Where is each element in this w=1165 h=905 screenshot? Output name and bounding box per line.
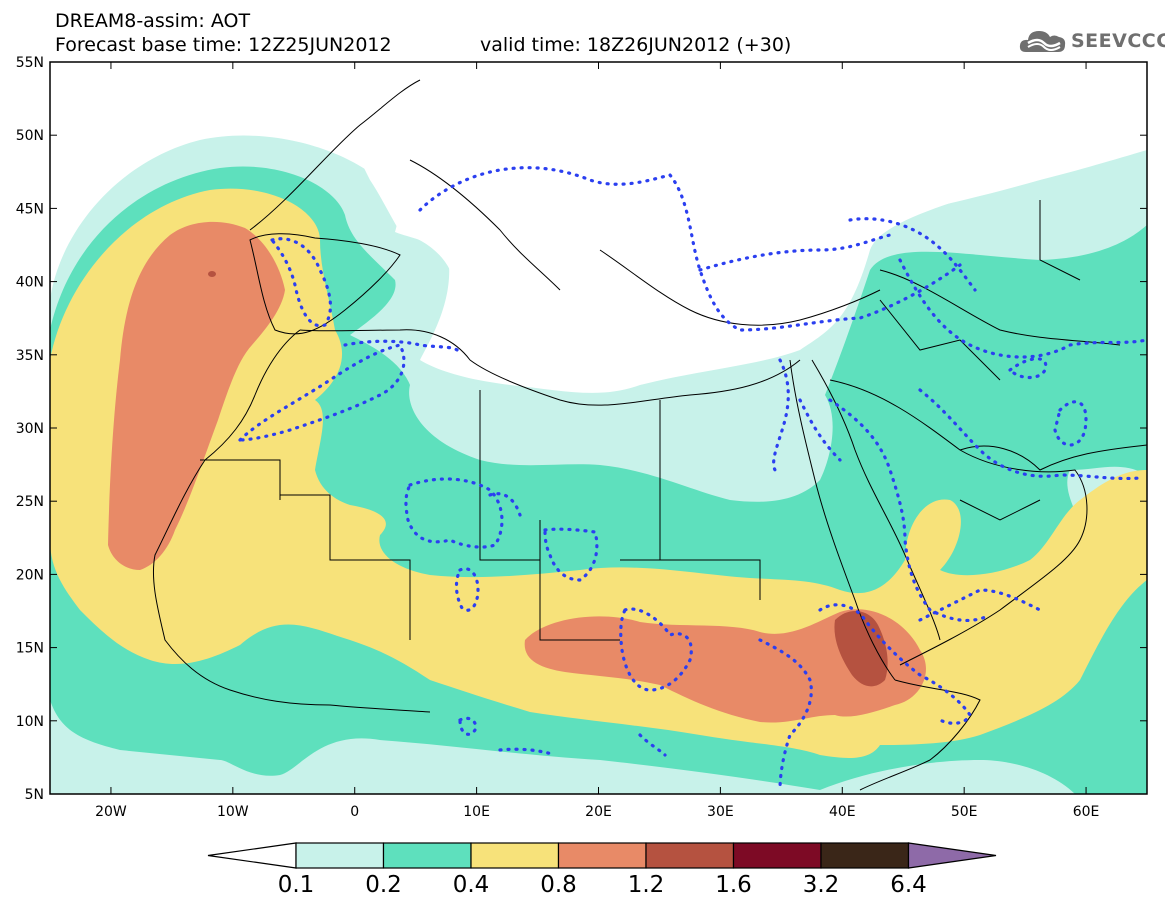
contour-south-2: [498, 733, 667, 757]
y-tick-label: 15N: [16, 641, 44, 657]
y-tick-label: 5N: [25, 787, 44, 803]
coastlines: [152, 79, 1147, 791]
contour-oman: [918, 588, 1042, 622]
dust-contours: [238, 166, 1147, 792]
colorbar-swatch: [382, 842, 472, 869]
y-tick-label: 30N: [16, 421, 44, 437]
x-tick-label: 10W: [217, 804, 249, 820]
x-tick-label: 60E: [1073, 804, 1100, 820]
contour-caspian: [848, 217, 977, 292]
colorbar-arrow-low: [207, 842, 297, 869]
y-tick-label: 20N: [16, 567, 44, 583]
aot-band-0.8-west: [108, 221, 285, 571]
colorbar-swatch: [295, 842, 385, 869]
forecast-base-time: Forecast base time: 12Z25JUN2012: [55, 34, 392, 56]
x-tick-label: 50E: [951, 804, 978, 820]
x-tick-label: 10E: [463, 804, 490, 820]
colorbar-swatch: [470, 842, 560, 869]
x-tick-label: 20W: [95, 804, 127, 820]
y-tick-label: 40N: [16, 275, 44, 291]
contour-morocco: [238, 343, 406, 442]
valid-time: valid time: 18Z26JUN2012 (+30): [480, 34, 792, 56]
coast-persia: [879, 269, 1147, 471]
x-tick-label: 30E: [707, 804, 734, 820]
coast-europe: [249, 79, 881, 326]
borders-africa: [200, 390, 761, 641]
contour-europe: [418, 166, 962, 332]
contour-sahel: [619, 607, 693, 692]
colorbar-level-label: 0.1: [277, 872, 315, 898]
cloud-icon: [1019, 31, 1066, 52]
coast-horn-africa: [859, 679, 981, 791]
y-axis: 55N 50N 45N 40N 35N 30N 25N 20N 15N 10N 5N: [16, 55, 1147, 803]
colorbar-swatch: [732, 842, 822, 869]
x-tick-label: 40E: [829, 804, 856, 820]
aot-band-0.8-sahel: [524, 609, 926, 723]
colorbar-level-label: 0.4: [452, 872, 490, 898]
aot-field: [50, 62, 1147, 794]
colorbar-level-label: 6.4: [890, 872, 927, 898]
x-axis: 20W 10W 0 10E 20E 30E 40E 50E 60E: [95, 62, 1099, 820]
map-title: DREAM8-assim: AOT: [55, 10, 251, 32]
contour-iran-inner: [1008, 357, 1088, 447]
coast-west-africa: [152, 329, 431, 713]
y-tick-label: 10N: [16, 714, 44, 730]
aot-low-area: [340, 62, 1147, 384]
colorbar-level-label: 1.6: [715, 872, 752, 898]
colorbar-swatch: [645, 842, 735, 869]
colorbar-level-label: 0.2: [365, 872, 402, 898]
contour-iberia: [270, 237, 333, 328]
y-tick-label: 25N: [16, 494, 44, 510]
colorbar-level-label: 1.2: [627, 872, 665, 898]
coast-north-africa: [299, 329, 801, 406]
contour-levant: [772, 358, 842, 472]
borders-asia: [879, 200, 1081, 521]
colorbar-level-label: 3.2: [802, 872, 840, 898]
contour-sahara-3: [543, 527, 599, 582]
y-tick-label: 45N: [16, 201, 44, 217]
contour-persia: [898, 258, 1147, 359]
contour-turkey: [698, 233, 892, 272]
contour-ethiopia: [818, 603, 972, 725]
colorbar-swatch: [557, 842, 647, 869]
coast-iberia: [249, 233, 401, 335]
y-tick-label: 50N: [16, 128, 44, 144]
contour-east-africa: [758, 638, 813, 792]
colorbar-swatch: [820, 842, 910, 869]
seevccc-logo: SEEVCCC: [1018, 26, 1165, 56]
y-tick-label: 55N: [16, 55, 44, 71]
y-tick-label: 35N: [16, 348, 44, 364]
colorbar-level-label: 0.8: [540, 872, 577, 898]
aot-spot: [208, 271, 216, 277]
contour-sahara-1: [404, 477, 504, 549]
contour-south-1: [458, 716, 478, 736]
colorbar: [207, 842, 997, 869]
colorbar-arrow-high: [907, 842, 997, 869]
contour-gulf: [918, 388, 1142, 481]
coast-arabia: [829, 379, 1088, 666]
x-tick-label: 20E: [585, 804, 612, 820]
logo-text: SEEVCCC: [1071, 30, 1165, 52]
x-tick-label: 0: [350, 804, 359, 820]
